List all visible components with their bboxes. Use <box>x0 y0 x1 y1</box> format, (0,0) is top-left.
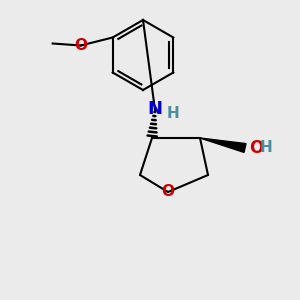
Text: O: O <box>249 139 263 157</box>
Text: O: O <box>74 38 87 53</box>
Text: O: O <box>161 184 175 200</box>
Text: H: H <box>260 140 273 154</box>
Polygon shape <box>200 138 246 152</box>
Text: H: H <box>167 106 179 122</box>
Text: N: N <box>148 100 163 118</box>
